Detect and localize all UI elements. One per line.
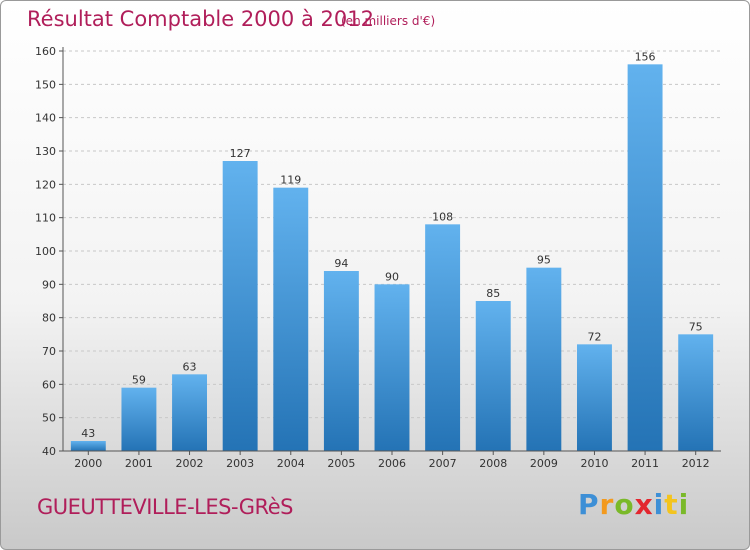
data-label: 63	[183, 360, 197, 373]
x-tick-label: 2008	[479, 457, 507, 470]
bar	[627, 64, 663, 452]
data-label: 72	[587, 330, 601, 343]
y-tick-label: 90	[42, 278, 56, 291]
bar	[475, 301, 511, 451]
logo-letter: x	[634, 488, 654, 521]
y-tick-label: 150	[35, 78, 56, 91]
bar	[121, 387, 157, 451]
bar	[323, 271, 359, 451]
data-label: 127	[230, 147, 251, 160]
commune-name: GUEUTTEVILLE-LES-GRèS	[37, 495, 293, 519]
y-tick-label: 40	[42, 445, 56, 458]
data-label: 108	[432, 210, 453, 223]
bar	[576, 344, 612, 451]
y-tick-label: 110	[35, 212, 56, 225]
logo-letter: i	[678, 488, 690, 521]
chart-subtitle: (en milliers d'€)	[341, 14, 436, 28]
y-tick-label: 100	[35, 245, 56, 258]
data-label: 43	[81, 427, 95, 440]
data-label: 94	[334, 257, 348, 270]
data-label: 119	[280, 174, 301, 187]
logo-letter: o	[614, 488, 635, 521]
x-tick-label: 2000	[74, 457, 102, 470]
y-tick-label: 60	[42, 378, 56, 391]
y-tick-label: 120	[35, 178, 56, 191]
bar	[172, 374, 208, 451]
y-tick-label: 50	[42, 412, 56, 425]
proxiti-logo: Proxiti	[578, 488, 689, 521]
y-tick-label: 80	[42, 312, 56, 325]
data-label: 59	[132, 374, 146, 387]
data-label: 90	[385, 270, 399, 283]
y-tick-label: 160	[35, 45, 56, 58]
logo-letter: i	[653, 488, 665, 521]
logo-letter: t	[664, 488, 679, 521]
data-label: 156	[635, 50, 656, 63]
y-tick-label: 140	[35, 112, 56, 125]
y-tick-label: 70	[42, 345, 56, 358]
bar	[425, 224, 461, 451]
x-tick-label: 2012	[682, 457, 710, 470]
bar	[222, 161, 258, 451]
data-label: 85	[486, 287, 500, 300]
logo-letter: P	[578, 488, 600, 521]
x-tick-label: 2001	[125, 457, 153, 470]
bars	[70, 64, 714, 452]
axes	[59, 47, 721, 455]
x-tick-label: 2007	[429, 457, 457, 470]
x-tick-label: 2009	[530, 457, 558, 470]
bar	[374, 284, 410, 451]
data-label: 95	[537, 254, 551, 267]
bar	[273, 187, 309, 451]
chart-title: Résultat Comptable 2000 à 2012	[27, 7, 374, 31]
bar	[70, 441, 106, 451]
x-tick-label: 2010	[580, 457, 608, 470]
x-tick-label: 2011	[631, 457, 659, 470]
bar	[526, 267, 562, 451]
x-tick-label: 2003	[226, 457, 254, 470]
x-tick-label: 2005	[327, 457, 355, 470]
x-tick-label: 2002	[176, 457, 204, 470]
y-tick-label: 130	[35, 145, 56, 158]
logo-letter: r	[599, 488, 615, 521]
x-tick-label: 2006	[378, 457, 406, 470]
bar	[678, 334, 714, 451]
x-tick-label: 2004	[277, 457, 305, 470]
data-label: 75	[689, 320, 703, 333]
labels: 40 50 60 70 80 90 100 110 120 130 140 150 160 43 2000 5…	[35, 45, 710, 470]
